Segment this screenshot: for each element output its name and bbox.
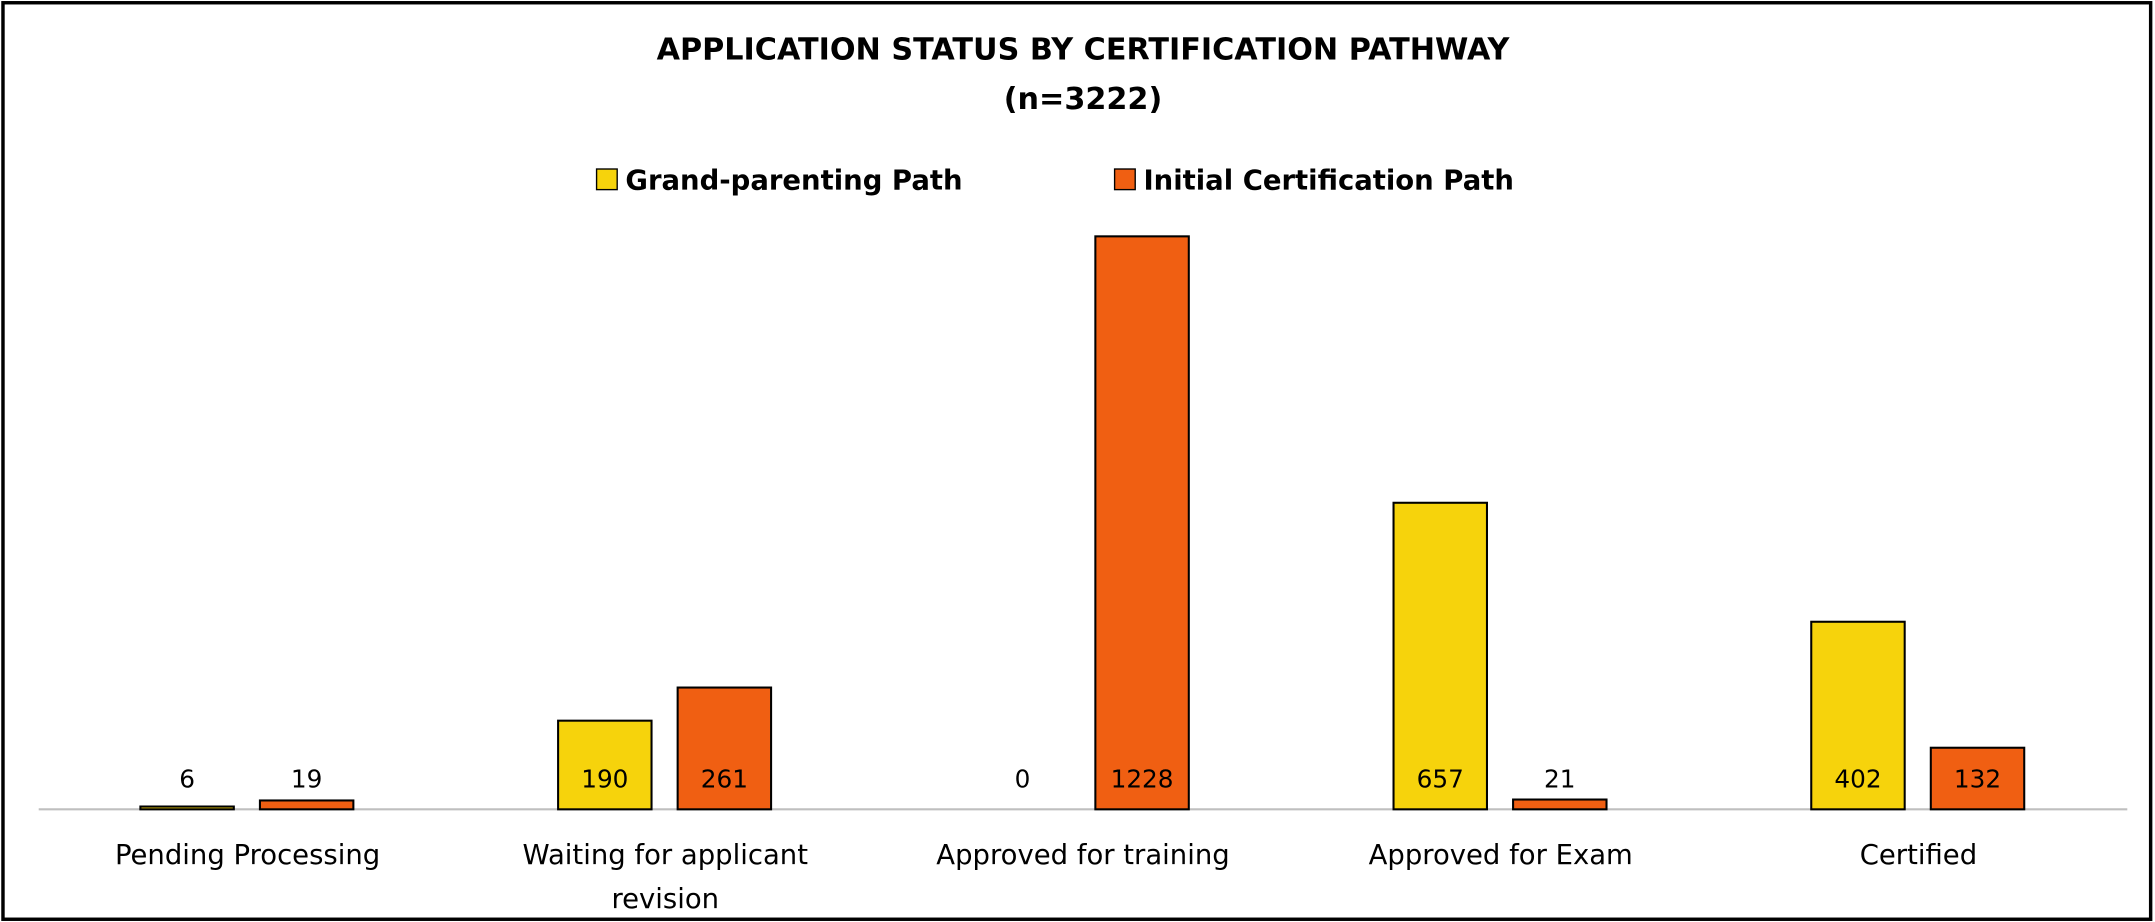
bar bbox=[139, 805, 235, 811]
bar bbox=[676, 686, 773, 811]
bar bbox=[258, 799, 355, 811]
x-tick-label: Certified bbox=[1860, 839, 1977, 871]
legend-label: Initial Certification Path bbox=[1143, 164, 1513, 196]
data-label: 132 bbox=[1954, 764, 2001, 793]
data-label: 657 bbox=[1417, 764, 1464, 793]
data-label: 19 bbox=[291, 764, 322, 793]
bar bbox=[1094, 235, 1190, 811]
data-label: 402 bbox=[1834, 764, 1881, 793]
x-tick-label: Approved for Exam bbox=[1369, 839, 1633, 871]
bar bbox=[1512, 798, 1608, 811]
legend-swatch bbox=[1113, 168, 1136, 191]
legend-label: Grand-parenting Path bbox=[625, 164, 962, 196]
data-label: 1228 bbox=[1111, 764, 1174, 793]
data-label: 6 bbox=[179, 764, 195, 793]
bar bbox=[1810, 620, 1906, 811]
x-tick-label: Pending Processing bbox=[115, 839, 380, 871]
x-tick-label: Approved for training bbox=[936, 839, 1229, 871]
chart-title: APPLICATION STATUS BY CERTIFICATION PATH… bbox=[657, 32, 1511, 67]
data-label: 261 bbox=[701, 764, 748, 793]
data-label: 21 bbox=[1544, 764, 1575, 793]
data-label: 0 bbox=[1015, 764, 1031, 793]
data-label: 190 bbox=[581, 764, 628, 793]
bar bbox=[1392, 501, 1489, 811]
bar bbox=[557, 719, 653, 811]
x-tick-label: Waiting for applicant revision bbox=[523, 839, 809, 915]
chart-subtitle: (n=3222) bbox=[1004, 82, 1163, 117]
legend-swatch bbox=[595, 168, 618, 191]
bar bbox=[1929, 746, 2026, 811]
